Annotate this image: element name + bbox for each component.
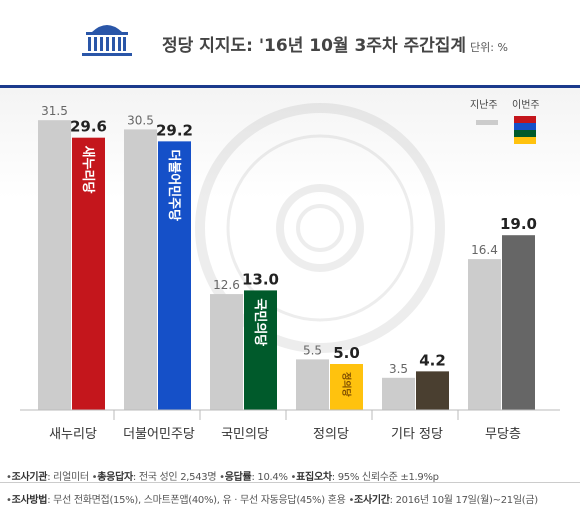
unit-label: 단위: % [470,41,508,54]
bar-current-3 [330,364,363,410]
footer-label: 표집오차 [296,472,332,483]
header-rule [0,85,580,88]
value-label-current-2: 13.0 [242,270,279,288]
legend-current-swatch [514,116,536,144]
bar-previous-5 [468,259,501,410]
legend-previous-label: 지난주 [470,100,498,111]
value-label-current-3: 5.0 [333,344,360,362]
chart-panel: 31.5 29.6 새누리당 새누리당 30.5 29.2 더불어민주당 더불어민주당 12.6… [0,88,580,456]
party-logo-text-0: 새누리당 [80,146,96,194]
category-label-3: 정의당 [313,427,349,442]
legend-swatch-stripe [514,137,536,144]
footer-label: 응답률 [224,472,252,483]
footer-value: : 무선 전화면접(15%), 스마트폰앱(40%), 유 · 무선 자동응답(… [47,495,346,506]
legend-swatch-stripe [514,123,536,130]
value-label-previous-1: 30.5 [127,113,154,127]
bar-chart: 31.529.6새누리당새누리당30.529.2더불어민주당더불어민주당12.6… [20,103,560,442]
footer-label: 조사방법 [11,495,48,506]
bar-previous-0 [38,120,71,410]
bar-current-0 [72,137,105,410]
party-logo-text-2: 국민의당 [252,298,268,346]
party-logo-text-3: 정의당 [340,372,352,398]
footer-value: : 2016년 10월 17일(월)~21일(금) [389,495,539,506]
value-label-previous-3: 5.5 [303,343,322,357]
value-label-previous-4: 3.5 [389,362,408,376]
value-label-current-5: 19.0 [500,215,537,233]
footer-label: 총응답자 [97,472,133,483]
national-assembly-seal-icon [195,103,445,353]
bar-current-4 [416,371,449,410]
bar-current-5 [502,235,535,410]
footer-label: 조사기간 [354,495,390,506]
bar-current-1 [158,141,191,411]
bar-previous-4 [382,377,415,410]
legend-current-label: 이번주 [512,100,540,111]
footer-divider [0,482,580,483]
category-label-4: 기타 정당 [391,427,443,442]
value-label-previous-0: 31.5 [41,104,68,118]
value-label-current-0: 29.6 [70,118,107,136]
legend-previous-swatch [476,120,498,125]
category-label-0: 새누리당 [49,427,97,442]
category-label-1: 더불어민주당 [123,427,195,442]
footer-value: : 전국 성인 2,543명 [132,472,217,483]
title-block: 정당 지지도: '16년 10월 3주차 주간집계 단위: % [162,31,508,56]
footer: •조사기관: 리얼미터 •총응답자: 전국 성인 2,543명 •응답률: 10… [0,458,580,514]
footer-label: 조사기관 [11,472,48,483]
bar-previous-3 [296,359,329,410]
category-label-5: 무당층 [485,427,521,442]
value-label-previous-5: 16.4 [471,243,498,257]
legend: 지난주 이번주 [470,96,570,156]
national-assembly-icon [82,25,132,56]
value-label-previous-2: 12.6 [213,278,240,292]
header: 정당 지지도: '16년 10월 3주차 주간집계 단위: % [0,0,580,88]
category-label-2: 국민의당 [221,427,269,442]
party-logo-text-1: 더불어민주당 [166,149,182,221]
footer-value: : 리얼미터 [47,472,89,483]
survey-info-line-2: •조사방법: 무선 전화면접(15%), 스마트폰앱(40%), 유 · 무선 … [6,495,539,506]
bar-previous-1 [124,129,157,410]
legend-swatch-stripe [514,116,536,123]
value-label-current-4: 4.2 [419,351,446,369]
footer-value: : 95% 신뢰수준 ±1.9%p [331,472,439,483]
legend-swatch-stripe [514,130,536,137]
chart-title: 정당 지지도: '16년 10월 3주차 주간집계 [162,36,467,56]
footer-value: : 10.4% [251,472,288,483]
bar-current-2 [244,290,277,410]
survey-info-line-1: •조사기관: 리얼미터 •총응답자: 전국 성인 2,543명 •응답률: 10… [6,472,439,483]
bar-previous-2 [210,294,243,410]
value-label-current-1: 29.2 [156,121,193,139]
